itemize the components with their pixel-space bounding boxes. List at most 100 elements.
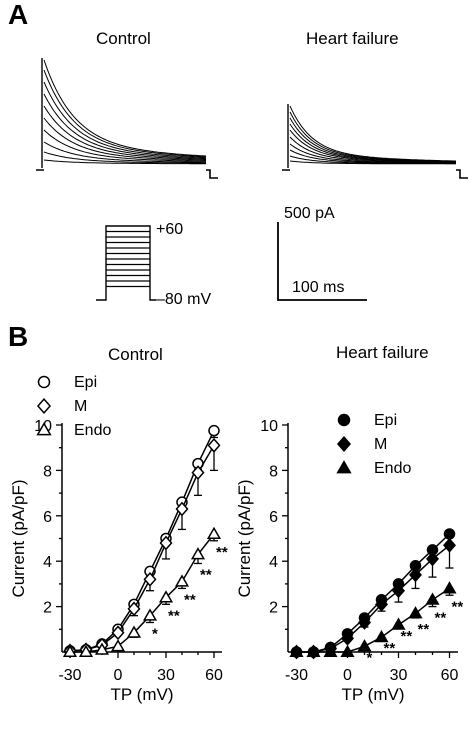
data-point — [207, 438, 221, 453]
data-point — [159, 535, 173, 551]
legend-label: Endo — [374, 460, 411, 477]
data-point — [142, 608, 158, 621]
data-point — [206, 526, 222, 539]
data-point — [174, 574, 190, 587]
y-tick-label: 10 — [260, 418, 278, 435]
current-trace — [43, 117, 207, 161]
data-point — [443, 528, 456, 540]
x-axis-label: TP (mV) — [111, 685, 174, 704]
scale-bar-time-label: 100 ms — [292, 279, 344, 296]
y-tick-label: 2 — [43, 600, 52, 617]
legend-marker — [336, 435, 352, 453]
voltage-protocol — [96, 225, 156, 301]
data-point — [208, 424, 220, 437]
x-tick-label: 30 — [157, 667, 175, 684]
x-axis-label: TP (mV) — [342, 685, 405, 704]
data-point — [190, 547, 206, 560]
legend-label: Epi — [74, 374, 97, 391]
current-trace — [43, 105, 206, 160]
chart-heart-failure: Heart failure 2 4 6 8 10 -30 0 30 60 TP (mV) Curren… — [235, 343, 463, 704]
data-point — [323, 644, 338, 657]
data-point — [374, 629, 389, 643]
protocol-outline — [96, 225, 156, 301]
significance-marker: ** — [384, 640, 396, 657]
significance-marker: * — [367, 649, 373, 666]
data-point — [158, 590, 174, 603]
protocol-top-label: +60 — [156, 221, 183, 238]
current-trace — [289, 111, 456, 162]
data-point — [358, 615, 371, 630]
data-point — [94, 642, 110, 655]
current-trace — [43, 81, 207, 159]
current-trace — [43, 151, 206, 164]
data-point — [191, 465, 205, 481]
legend-marker — [36, 422, 52, 436]
significance-marker: * — [152, 625, 158, 642]
chart-title: Heart failure — [336, 343, 429, 362]
data-point — [425, 592, 440, 605]
significance-marker: ** — [418, 621, 430, 638]
scale-bar — [277, 222, 367, 301]
x-tick-label: 60 — [441, 667, 459, 684]
legend-marker — [337, 413, 351, 427]
series-line — [69, 445, 215, 652]
x-tick-label: 30 — [390, 667, 408, 684]
current-trace — [43, 129, 207, 162]
significance-marker: ** — [435, 610, 447, 627]
y-tick-label: 4 — [43, 554, 52, 571]
y-tick-label: 4 — [269, 554, 278, 571]
data-point — [391, 617, 406, 630]
data-point — [341, 630, 354, 646]
series-line — [296, 544, 450, 653]
current-trace — [43, 159, 206, 165]
data-point — [78, 644, 94, 657]
data-point — [443, 537, 456, 553]
data-point — [110, 639, 126, 652]
trace-tail — [282, 169, 468, 179]
trace-title-control: Control — [96, 29, 151, 48]
data-point — [289, 644, 304, 657]
legend-marker — [336, 460, 352, 474]
chart-title: Control — [108, 345, 163, 364]
data-point — [62, 644, 78, 657]
x-tick-label: 0 — [114, 667, 123, 684]
y-tick-label: 8 — [269, 463, 278, 480]
x-tick-label: -30 — [58, 667, 81, 684]
x-tick-label: 60 — [205, 667, 223, 684]
current-trace — [289, 105, 456, 162]
series-line — [70, 533, 215, 653]
data-point — [375, 596, 388, 612]
data-point — [111, 625, 125, 641]
data-point — [126, 625, 142, 638]
data-point — [442, 581, 457, 594]
legend-label: Endo — [74, 422, 111, 439]
legend-marker — [37, 375, 51, 389]
x-tick-label: -30 — [285, 667, 308, 684]
significance-marker: ** — [168, 607, 180, 624]
data-point — [175, 501, 189, 517]
significance-marker: ** — [200, 566, 212, 583]
legend-label: Epi — [374, 412, 397, 429]
data-point — [408, 606, 423, 619]
data-point — [426, 551, 439, 567]
current-trace — [43, 141, 206, 163]
significance-marker: ** — [216, 544, 228, 561]
data-point — [409, 567, 422, 583]
y-axis-label: Current (pA/pF) — [9, 479, 28, 597]
y-tick-label: 8 — [43, 463, 52, 480]
data-point — [340, 644, 355, 657]
panel-b-letter: B — [8, 321, 28, 352]
data-point — [392, 583, 405, 599]
current-traces-control — [36, 58, 218, 179]
y-tick-label: 6 — [43, 509, 52, 526]
y-tick-label: 2 — [269, 600, 278, 617]
significance-marker: ** — [401, 628, 413, 645]
data-point — [306, 644, 321, 657]
current-traces-heart-failure — [282, 104, 468, 179]
significance-marker: ** — [184, 591, 196, 608]
x-tick-label: 0 — [343, 667, 352, 684]
current-trace — [43, 59, 207, 157]
trace-tail — [36, 169, 218, 179]
